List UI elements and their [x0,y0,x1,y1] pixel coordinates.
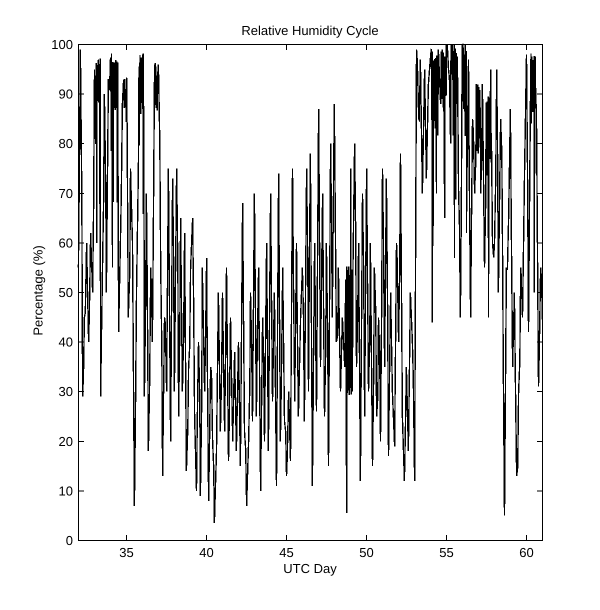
svg-text:100: 100 [51,37,73,52]
svg-text:35: 35 [119,545,133,560]
svg-text:50: 50 [59,285,73,300]
svg-text:40: 40 [199,545,213,560]
svg-text:0: 0 [66,533,73,548]
svg-text:Relative Humidity Cycle: Relative Humidity Cycle [241,23,378,38]
svg-text:UTC Day: UTC Day [283,561,337,576]
svg-text:45: 45 [279,545,293,560]
svg-text:Percentage (%): Percentage (%) [31,245,46,335]
svg-text:20: 20 [59,434,73,449]
svg-text:30: 30 [59,384,73,399]
svg-text:90: 90 [59,87,73,102]
svg-text:50: 50 [359,545,373,560]
svg-text:55: 55 [439,545,453,560]
svg-text:80: 80 [59,136,73,151]
svg-text:40: 40 [59,335,73,350]
svg-text:70: 70 [59,186,73,201]
svg-text:60: 60 [59,235,73,250]
svg-text:60: 60 [519,545,533,560]
svg-text:10: 10 [59,483,73,498]
